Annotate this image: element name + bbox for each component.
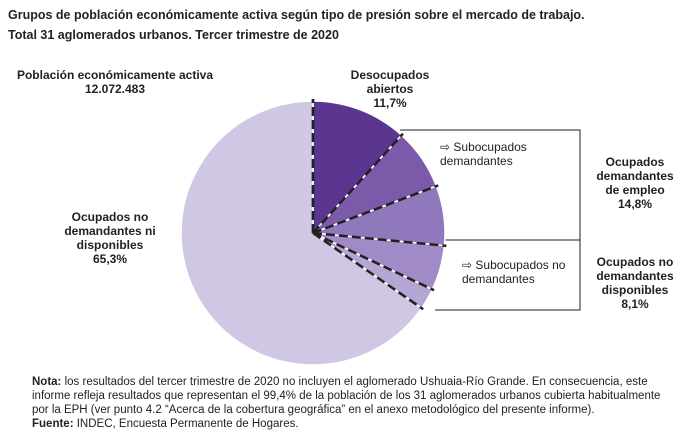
group-value: 14,8%	[617, 197, 653, 211]
group-value: 8,1%	[621, 297, 649, 311]
slice-edge	[312, 231, 447, 248]
group-label: Ocupados demandantes de empleo 14,8%	[590, 155, 680, 211]
slice-edge	[312, 132, 404, 234]
slice-label: Desocupados abiertos 11,7%	[335, 68, 445, 110]
group-name: Ocupados demandantes de empleo	[596, 155, 674, 197]
group-box	[435, 239, 581, 311]
slice	[180, 100, 423, 366]
note: Nota: los resultados del tercer trimestr…	[32, 375, 662, 431]
subtitle: Total 31 aglomerados urbanos. Tercer tri…	[8, 28, 339, 42]
category: Subocupados no demandantes	[462, 258, 566, 286]
category: Desocupados abiertos	[350, 68, 430, 96]
slice-label: ⇨ Subocupados demandantes	[440, 140, 527, 168]
group-name: Ocupados no demandantes disponibles	[596, 255, 674, 297]
title: Grupos de población económicamente activ…	[8, 8, 585, 22]
total-label: Población económicamente activa	[16, 68, 214, 82]
note-text: los resultados del tercer trimestre de 2…	[32, 376, 661, 416]
slice-edge	[312, 231, 424, 311]
note-label: Nota:	[32, 376, 62, 388]
source-text: INDEC, Encuesta Permanente de Hogares.	[76, 418, 299, 430]
slice-label: ⇨ Subocupados no demandantes	[462, 258, 566, 286]
group-label: Ocupados no demandantes disponibles 8,1%	[585, 255, 684, 311]
slice-label: Ocupados no demandantes ni disponibles 65…	[55, 210, 165, 266]
pie	[180, 99, 447, 366]
source-label: Fuente:	[32, 418, 74, 430]
value-label: 11,7%	[373, 96, 407, 110]
category: Subocupados demandantes	[440, 140, 527, 168]
slice	[312, 100, 403, 235]
total-value: 12.072.483	[84, 82, 146, 96]
total: Población económicamente activa 12.072.48…	[0, 68, 230, 96]
category: Ocupados no demandantes ni disponibles	[64, 210, 156, 252]
value-label: 65,3%	[92, 252, 128, 266]
slice-edge	[312, 231, 435, 292]
slice-edge	[312, 184, 439, 235]
